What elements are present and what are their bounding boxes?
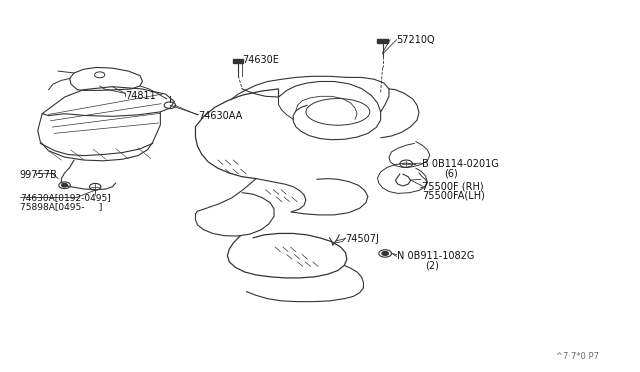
Text: 75500F (RH): 75500F (RH): [422, 181, 484, 191]
Text: 75500FA(LH): 75500FA(LH): [422, 190, 485, 200]
Circle shape: [61, 184, 67, 187]
Text: 74811: 74811: [125, 91, 156, 101]
Bar: [233, 59, 243, 63]
Circle shape: [382, 251, 388, 255]
Text: (6): (6): [445, 168, 458, 178]
Bar: [378, 39, 388, 43]
Text: ^7·7*0 P7: ^7·7*0 P7: [556, 352, 599, 361]
Text: 74630E: 74630E: [242, 55, 279, 65]
Text: 74630A[0192-0495]: 74630A[0192-0495]: [20, 193, 111, 202]
Text: 74507J: 74507J: [346, 234, 380, 244]
Text: 99757B: 99757B: [20, 170, 58, 180]
Text: (2): (2): [426, 261, 439, 271]
Text: 57210Q: 57210Q: [397, 35, 435, 45]
Text: 74630AA: 74630AA: [198, 110, 243, 121]
Text: N 0B911-1082G: N 0B911-1082G: [397, 251, 474, 262]
Text: 75898A[0495-     ]: 75898A[0495- ]: [20, 202, 102, 211]
Text: B 0B114-0201G: B 0B114-0201G: [422, 159, 499, 169]
